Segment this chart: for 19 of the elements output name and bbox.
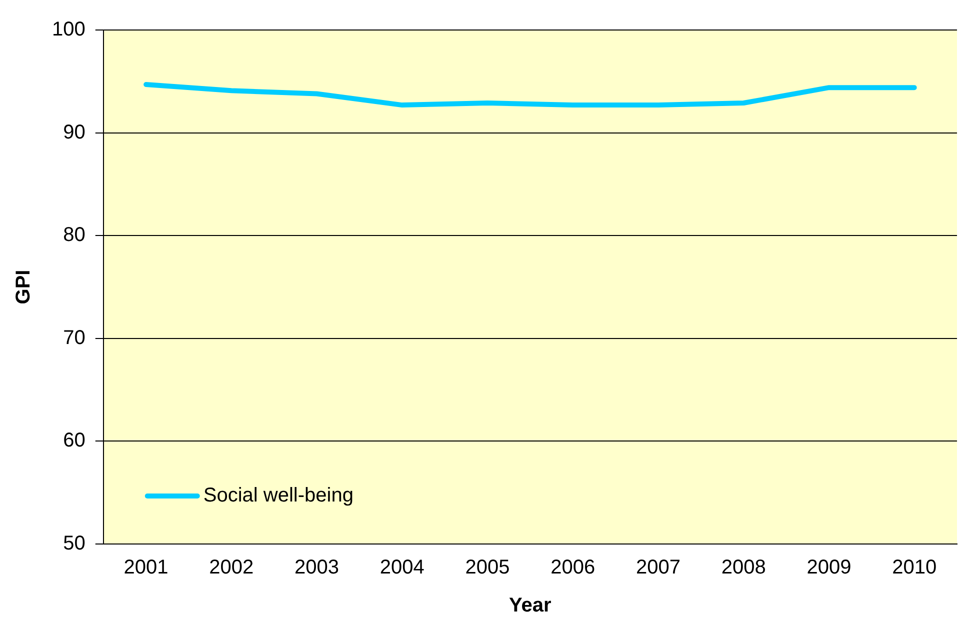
x-tick-label: 2006 [550,556,596,579]
y-tick-label: 90 [63,121,86,144]
y-tick-label: 100 [52,18,86,41]
y-tick-label: 60 [63,430,86,452]
legend-label: Social well-being [203,484,354,507]
x-tick-label: 2004 [380,556,424,579]
x-tick-label: 2005 [465,556,510,579]
x-tick-label: 2008 [721,556,766,579]
y-tick-label: 80 [63,224,86,246]
x-tick-label: 2010 [892,556,937,579]
y-tick-label: 70 [63,326,86,349]
x-tick-label: 2007 [636,556,680,579]
x-tick-label: 2002 [209,556,254,579]
x-tick-label: 2003 [294,556,340,579]
x-tick-label: 2009 [806,556,852,579]
y-tick-label: 50 [63,532,86,555]
x-tick-label: 2001 [124,556,168,579]
x-axis-title: Year [509,594,552,617]
y-axis-title: GPI [12,270,35,304]
